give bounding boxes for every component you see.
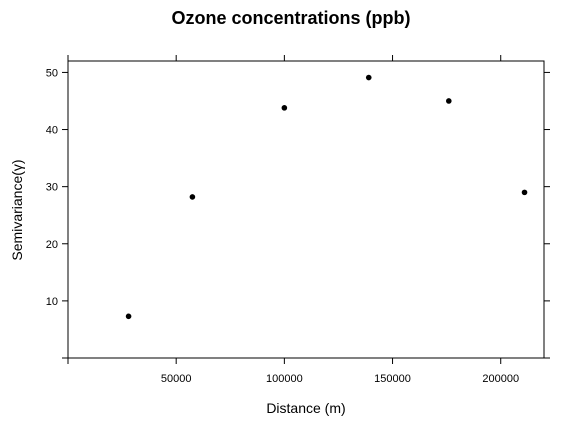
x-axis-label: Distance (m) (266, 400, 345, 416)
axis-ticks (62, 55, 550, 364)
x-tick-label: 150000 (374, 373, 411, 385)
y-tick-label: 30 (46, 182, 58, 194)
y-axis-label: Semivariance(γ) (9, 159, 25, 260)
x-tick-label: 200000 (482, 373, 519, 385)
data-points (125, 74, 528, 320)
data-point (365, 74, 372, 81)
y-tick-label: 10 (46, 296, 58, 308)
data-point (189, 194, 196, 200)
y-tick-label: 20 (46, 239, 58, 251)
plot-panel (67, 60, 545, 359)
data-point (281, 105, 288, 111)
y-tick-label: 40 (46, 125, 58, 137)
chart-title: Ozone concentrations (ppb) (171, 8, 410, 28)
data-point (446, 98, 452, 104)
x-tick-label: 100000 (266, 373, 303, 385)
y-tick-label: 50 (46, 67, 58, 79)
data-point (125, 313, 132, 320)
x-tick-label: 50000 (161, 373, 192, 385)
data-point (521, 189, 528, 196)
axis-tick-labels: 50000 100000 150000 200000 10 20 30 40 50 (46, 67, 519, 385)
